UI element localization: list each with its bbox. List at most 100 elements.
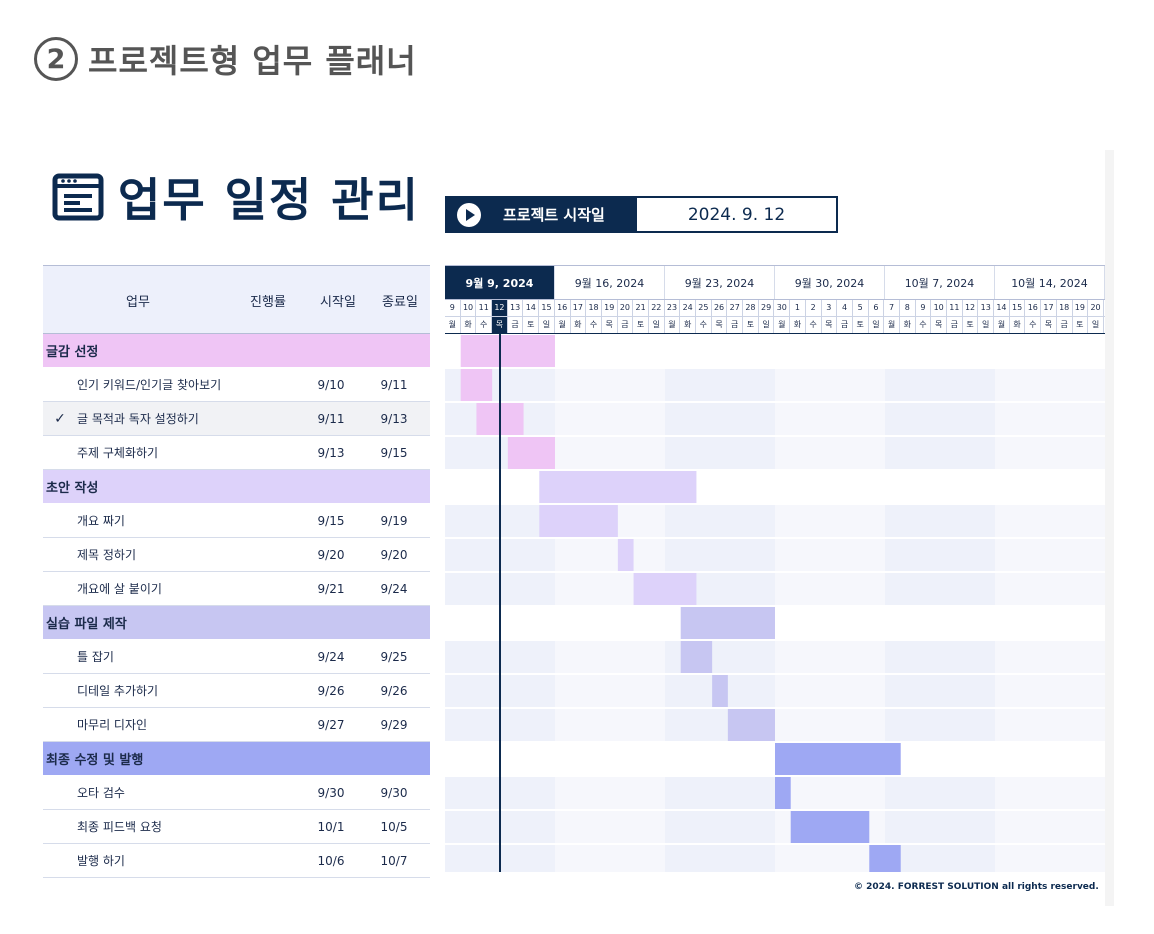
task-row[interactable]: 발행 하기 10/6 10/7 — [43, 844, 430, 878]
task-bar — [790, 811, 870, 843]
weekday: 월 — [555, 317, 571, 333]
grid-cell — [995, 641, 1105, 673]
planner-title: 업무 일정 관리 — [52, 164, 420, 230]
week-label: 10월 14, 2024 — [995, 266, 1105, 299]
weekday: 일 — [978, 317, 995, 333]
task-start: 10/1 — [317, 819, 345, 834]
day-number: 5 — [853, 300, 869, 316]
task-row[interactable]: 마무리 디자인 9/27 9/29 — [43, 708, 430, 742]
task-bar — [460, 369, 493, 401]
weekday: 수 — [696, 317, 712, 333]
calendar-list-icon — [52, 173, 104, 221]
grid-cell — [995, 437, 1105, 469]
weekday: 토 — [523, 317, 540, 333]
task-name: 발행 하기 — [77, 854, 125, 868]
task-row[interactable]: 주제 구체화하기 9/13 9/15 — [43, 436, 430, 470]
footer-copyright: © 2024. FORREST SOLUTION all rights rese… — [854, 882, 1099, 892]
task-start: 9/20 — [317, 547, 345, 562]
day-number: 12 — [492, 300, 508, 316]
grid-cell — [775, 403, 885, 435]
grid-cell — [555, 709, 665, 741]
grid-cell — [555, 437, 665, 469]
task-start: 9/21 — [317, 581, 345, 596]
task-end: 9/13 — [380, 411, 408, 426]
weekday: 목 — [712, 317, 728, 333]
task-row[interactable]: 개요에 살 붙이기 9/21 9/24 — [43, 572, 430, 606]
grid-cell — [555, 369, 665, 401]
day-number: 14 — [523, 300, 540, 316]
day-number: 26 — [712, 300, 728, 316]
day-number-row: 9 10 11 12 13 14 15 16 17 18 19 20 21 22 23 24 25 26 27 28 2… — [445, 300, 1105, 317]
group-row[interactable]: 초안 작성 — [43, 470, 430, 503]
task-row[interactable]: 제목 정하기 9/20 9/20 — [43, 538, 430, 572]
grid-cell — [885, 539, 995, 571]
day-number: 21 — [633, 300, 649, 316]
task-end: 9/29 — [380, 717, 408, 732]
grid-cell — [885, 403, 995, 435]
task-row[interactable]: 틀 잡기 9/24 9/25 — [43, 640, 430, 674]
weekday: 월 — [994, 317, 1010, 333]
day-number: 18 — [586, 300, 602, 316]
task-row[interactable]: ✓ 글 목적과 독자 설정하기 9/11 9/13 — [43, 402, 430, 436]
grid-cell — [665, 369, 775, 401]
grid-cell — [885, 437, 995, 469]
task-bar — [507, 437, 555, 469]
weekday: 화 — [571, 317, 587, 333]
group-bar — [460, 335, 555, 367]
task-row[interactable]: 오타 검수 9/30 9/30 — [43, 776, 430, 810]
day-number: 10 — [931, 300, 947, 316]
task-bar — [727, 709, 775, 741]
task-name: 제목 정하기 — [77, 548, 137, 562]
grid-cell — [995, 539, 1105, 571]
planner-title-text: 업무 일정 관리 — [118, 173, 420, 227]
task-table-header: 업무 진행률 시작일 종료일 — [43, 265, 430, 334]
grid-cell — [995, 777, 1105, 809]
grid-cell — [885, 845, 995, 872]
weekday: 일 — [759, 317, 775, 333]
task-bar — [712, 675, 728, 707]
weekday: 일 — [1088, 317, 1104, 333]
col-end: 종료일 — [382, 295, 418, 310]
task-row[interactable]: 디테일 추가하기 9/26 9/26 — [43, 674, 430, 708]
day-number: 12 — [963, 300, 979, 316]
task-end: 10/7 — [380, 853, 408, 868]
task-row[interactable]: 인기 키워드/인기글 찾아보기 9/10 9/11 — [43, 368, 430, 402]
project-start-date[interactable]: 2024. 9. 12 — [687, 204, 786, 225]
weekday: 수 — [586, 317, 602, 333]
grid-cell — [995, 709, 1105, 741]
group-row[interactable]: 실습 파일 제작 — [43, 606, 430, 639]
project-start-box: 프로젝트 시작일 2024. 9. 12 — [445, 196, 838, 233]
grid-cell — [775, 675, 885, 707]
group-row[interactable]: 글감 선정 — [43, 334, 430, 367]
day-number: 15 — [1010, 300, 1026, 316]
day-number: 16 — [1025, 300, 1042, 316]
day-number: 18 — [1057, 300, 1073, 316]
weekday: 일 — [869, 317, 885, 333]
task-end: 9/20 — [380, 547, 408, 562]
task-name: 오타 검수 — [77, 786, 125, 800]
grid-cell — [995, 573, 1105, 605]
task-start: 10/6 — [317, 853, 345, 868]
task-bar — [633, 573, 697, 605]
group-bar — [539, 471, 697, 503]
gantt-chart — [445, 334, 1105, 872]
task-row[interactable]: 최종 피드백 요청 10/1 10/5 — [43, 810, 430, 844]
task-row[interactable]: 개요 짜기 9/15 9/19 — [43, 504, 430, 538]
task-start: 9/30 — [317, 785, 345, 800]
weekday: 목 — [931, 317, 947, 333]
sheet-shadow — [1105, 150, 1114, 906]
weekday: 월 — [665, 317, 681, 333]
check-icon[interactable]: ✓ — [54, 410, 66, 427]
day-number: 20 — [1088, 300, 1104, 316]
task-name: 최종 피드백 요청 — [77, 820, 162, 834]
grid-cell — [885, 777, 995, 809]
week-header: 9월 9, 2024 9월 16, 2024 9월 23, 2024 9월 30, 2… — [445, 265, 1105, 300]
day-number: 6 — [869, 300, 885, 316]
week-label: 9월 23, 2024 — [665, 266, 775, 299]
day-number: 27 — [727, 300, 744, 316]
grid-cell — [995, 675, 1105, 707]
group-row[interactable]: 최종 수정 및 발행 — [43, 742, 430, 775]
play-icon[interactable] — [457, 202, 481, 227]
grid-cell — [995, 505, 1105, 537]
